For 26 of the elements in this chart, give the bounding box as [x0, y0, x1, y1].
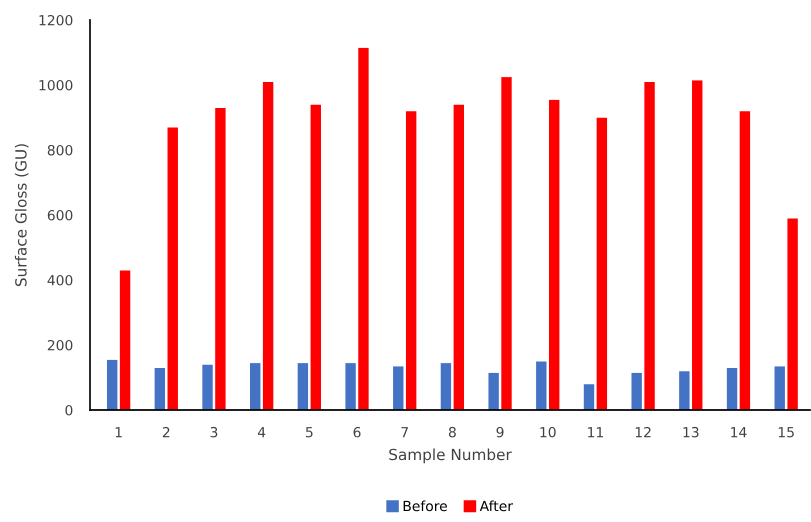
y-tick-label: 0: [65, 404, 72, 416]
y-tick-label: 600: [48, 210, 72, 220]
x-axis-title: Sample Number: [389, 448, 512, 464]
x-tick-label: 2: [162, 426, 170, 438]
x-tick-label: 15: [778, 427, 794, 438]
x-tick-label: 10: [540, 426, 556, 438]
y-tick-label: 400: [48, 274, 72, 286]
x-tick-label: 7: [401, 427, 408, 438]
x-tick-label: 12: [636, 426, 651, 438]
x-tick-label: 6: [354, 426, 361, 438]
x-tick-label: 4: [258, 427, 266, 438]
x-tick-label: 14: [731, 427, 747, 438]
y-tick-label: 800: [48, 144, 72, 156]
legend-label: After: [480, 500, 513, 512]
x-tick-label: 9: [496, 426, 504, 438]
y-axis-title: Surface Gloss (GU): [14, 144, 28, 286]
x-tick-label: 3: [210, 426, 218, 438]
x-tick-label: 1: [116, 427, 122, 438]
x-tick-label: 13: [683, 426, 699, 438]
y-tick-label: 200: [48, 340, 72, 350]
x-tick-label: 11: [588, 427, 603, 438]
y-tick-label: 1000: [40, 80, 72, 90]
y-tick-label: 1200: [40, 14, 72, 26]
legend-label: Before: [404, 500, 447, 512]
x-tick-label: 8: [448, 426, 456, 438]
x-tick-label: 5: [306, 427, 313, 438]
